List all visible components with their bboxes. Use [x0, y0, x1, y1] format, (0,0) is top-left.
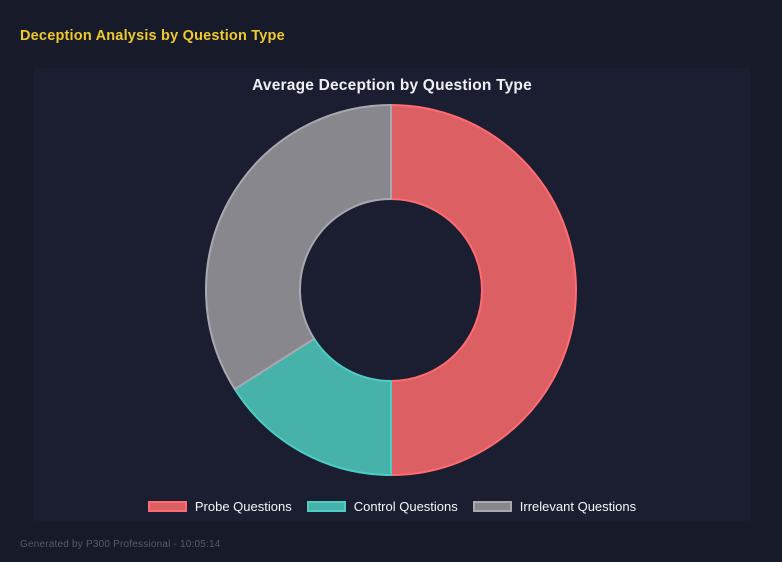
legend-label-control-questions: Control Questions — [353, 499, 458, 514]
chart-panel: Average Deception by Question Type Probe… — [33, 68, 751, 521]
donut-segment-control-questions[interactable] — [233, 337, 392, 476]
legend-item-probe-questions[interactable]: Probe Questions — [147, 499, 292, 514]
donut-chart — [205, 104, 577, 476]
chart-legend: Probe Questions Control Questions Irreleva… — [33, 499, 751, 514]
legend-swatch-irrelevant-questions — [472, 501, 512, 512]
legend-swatch-control-questions — [306, 501, 346, 512]
legend-label-probe-questions: Probe Questions — [194, 499, 292, 514]
chart-title: Average Deception by Question Type — [252, 77, 532, 94]
legend-item-irrelevant-questions[interactable]: Irrelevant Questions — [472, 499, 637, 514]
footer-status-text: Generated by P300 Professional - 10:05:1… — [20, 539, 221, 550]
legend-swatch-probe-questions — [147, 501, 187, 512]
legend-label-irrelevant-questions: Irrelevant Questions — [519, 499, 637, 514]
page-title: Deception Analysis by Question Type — [20, 28, 285, 44]
legend-item-control-questions[interactable]: Control Questions — [306, 499, 458, 514]
donut-segment-probe-questions[interactable] — [390, 104, 577, 476]
donut-segment-irrelevant-questions[interactable] — [205, 104, 392, 391]
